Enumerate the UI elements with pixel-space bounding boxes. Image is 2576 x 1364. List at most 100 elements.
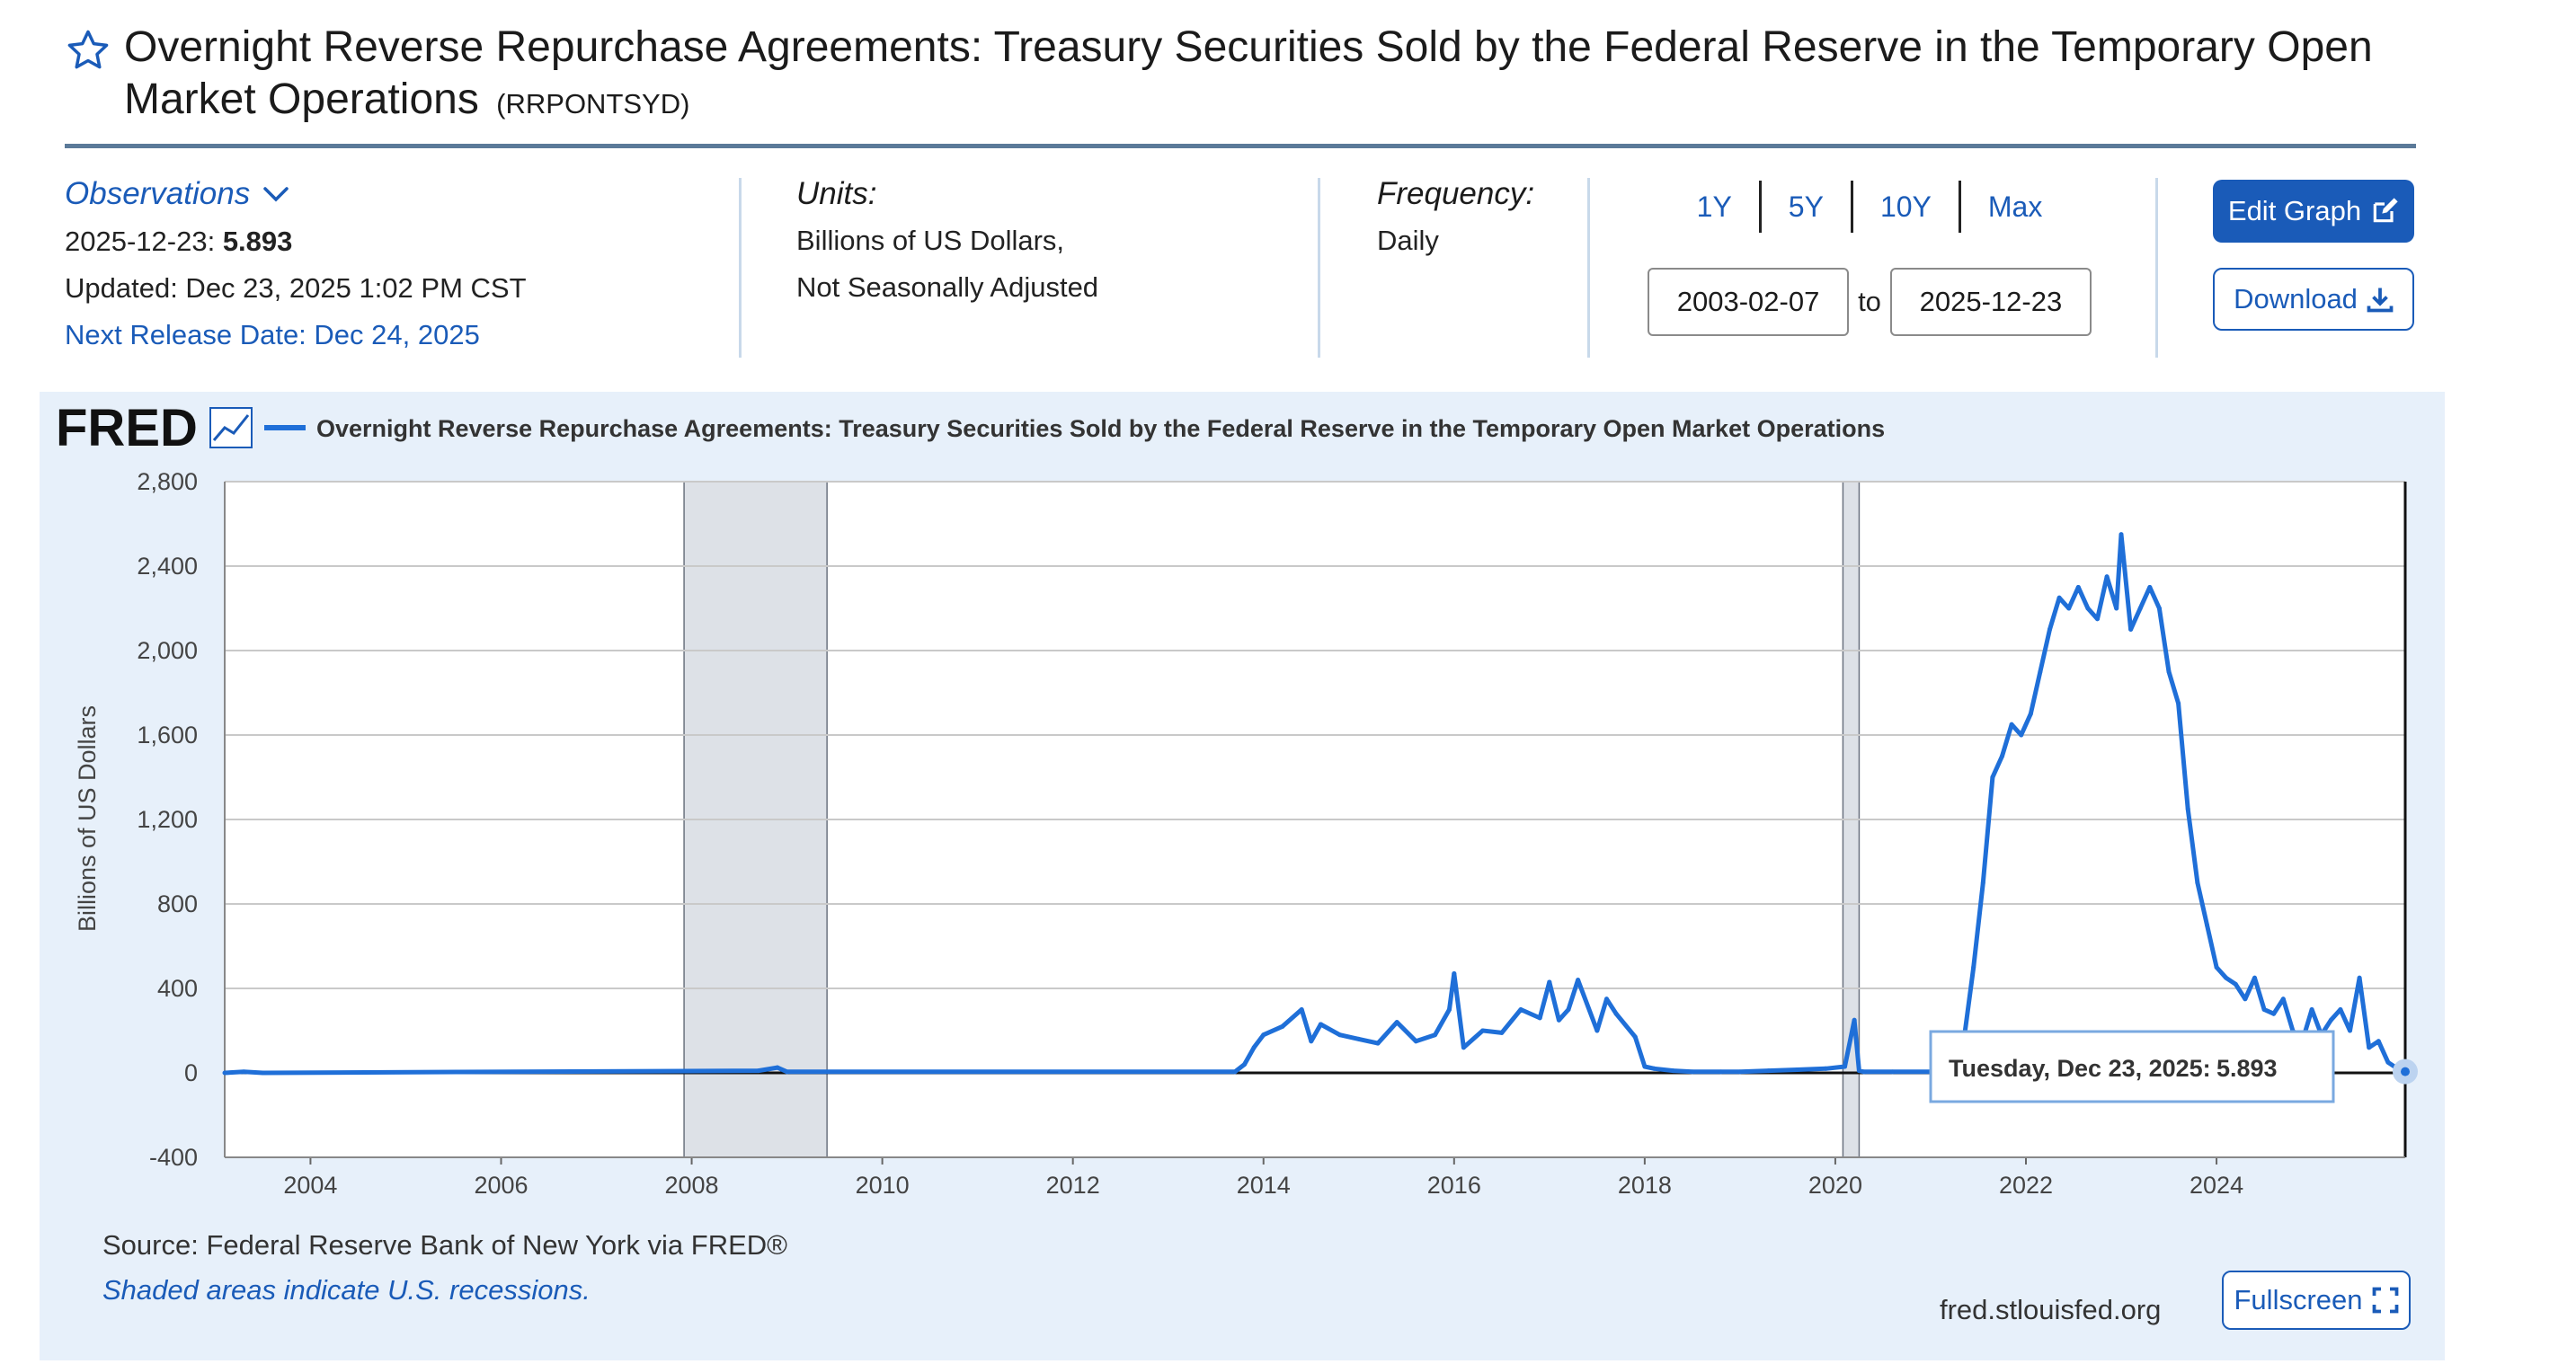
data-point (1566, 1007, 1571, 1012)
source-text: Source: Federal Reserve Bank of New York… (102, 1229, 787, 1261)
end-date-input[interactable] (1889, 268, 2092, 336)
fred-url[interactable]: fred.stlouisfed.org (1940, 1294, 2162, 1325)
data-point (1861, 1069, 1867, 1075)
chart-panel: FRED Overnight Reverse Repurchase Agreem… (40, 392, 2445, 1360)
data-point (1737, 1069, 1743, 1075)
data-point (1433, 1032, 1438, 1038)
latest-observation: 2025-12-23: 5.893 (65, 218, 694, 265)
data-point (1603, 996, 1609, 1002)
title-area: Overnight Reverse Repurchase Agreements:… (65, 22, 2438, 130)
frequency-label: Frequency: (1377, 176, 1535, 211)
y-tick-label: 400 (157, 975, 198, 1002)
download-icon (2367, 288, 2394, 313)
units-line1: Billions of US Dollars, (796, 225, 1065, 256)
data-point (2028, 712, 2033, 716)
data-point (1690, 1069, 1695, 1075)
x-tick-label: 2014 (1237, 1172, 1291, 1199)
observations-toggle[interactable]: Observations (65, 171, 289, 217)
edit-graph-button[interactable]: Edit Graph (2213, 180, 2414, 243)
data-point (756, 1068, 761, 1074)
data-point (2338, 1007, 2343, 1012)
y-tick-label: 1,600 (137, 722, 198, 748)
data-point (2009, 722, 2014, 727)
range-separator (1758, 181, 1762, 233)
data-point (2357, 975, 2362, 980)
data-point (1232, 1069, 1238, 1075)
title-divider (65, 144, 2416, 148)
data-point (1613, 1011, 1619, 1016)
data-point (1999, 754, 2004, 758)
tooltip-value: 5.893 (2216, 1055, 2278, 1082)
legend-title: Overnight Reverse Repurchase Agreements:… (316, 415, 1885, 442)
data-point (1309, 1039, 1314, 1044)
data-point (2147, 585, 2153, 589)
info-divider (1318, 178, 1320, 358)
y-tick-label: 800 (157, 890, 198, 917)
series-title: Overnight Reverse Repurchase Agreements:… (124, 23, 2373, 123)
frequency-value: Daily (1377, 225, 1439, 256)
data-point (1242, 1062, 1248, 1067)
next-release-link[interactable]: Next Release Date: Dec 24, 2025 (65, 319, 480, 350)
star-icon[interactable] (65, 27, 111, 74)
observations-label: Observations (65, 176, 251, 211)
data-point (1852, 1017, 1857, 1023)
fred-logo[interactable]: FRED (56, 399, 198, 457)
download-button[interactable]: Download (2213, 268, 2414, 331)
fullscreen-label: Fullscreen (2234, 1284, 2363, 1315)
chart-line-icon (209, 407, 253, 448)
data-point (2233, 981, 2238, 987)
plot-area: -400 0 400 800 1,200 1,600 2,000 2,400 2,800 2004… (137, 468, 2418, 1199)
data-point (1318, 1022, 1323, 1027)
chart[interactable]: FRED Overnight Reverse Repurchase Agreem… (40, 392, 2445, 1360)
data-point (1980, 881, 1985, 885)
data-point (2243, 996, 2248, 1002)
data-point (1461, 1045, 1466, 1050)
data-point (2038, 669, 2043, 674)
data-point (2075, 585, 2081, 589)
series-id: (RRPONTSYD) (496, 88, 690, 120)
data-point (1823, 1066, 1828, 1071)
data-point (1766, 1068, 1772, 1074)
data-point (1547, 979, 1552, 985)
start-date-input[interactable] (1648, 268, 1850, 336)
x-tick-label: 2004 (283, 1172, 337, 1199)
x-tick-label: 2020 (1808, 1172, 1862, 1199)
data-point (1337, 1032, 1343, 1038)
data-point (775, 1065, 780, 1070)
range-5y-button[interactable]: 5Y (1788, 190, 1824, 223)
data-point (2252, 975, 2257, 980)
data-point (1251, 1045, 1257, 1050)
data-point (1971, 965, 1976, 970)
y-axis-label: Billions of US Dollars (74, 705, 101, 932)
x-tick-label: 2018 (1618, 1172, 1672, 1199)
edit-graph-label: Edit Graph (2227, 195, 2362, 226)
data-point (1890, 1069, 1896, 1075)
highlight-point-core (2401, 1067, 2410, 1076)
data-point (1651, 1066, 1657, 1071)
y-tick-label: 2,400 (137, 553, 198, 580)
data-point (2128, 627, 2134, 632)
data-point (2166, 669, 2172, 674)
range-10y-button[interactable]: 10Y (1879, 190, 1932, 223)
data-point (2280, 996, 2286, 1002)
data-point (2385, 1059, 2391, 1065)
x-tick-label: 2012 (1046, 1172, 1100, 1199)
range-separator (1850, 181, 1853, 233)
chevron-down-icon (263, 187, 289, 202)
date-to-label: to (1858, 286, 1881, 317)
observation-value: 5.893 (222, 226, 293, 257)
y-tick-label: 2,800 (137, 468, 198, 495)
data-point (1632, 1034, 1638, 1040)
fullscreen-button[interactable]: Fullscreen (2222, 1271, 2411, 1330)
data-point (1556, 1017, 1561, 1023)
y-tick-label: 2,000 (137, 637, 198, 664)
data-point (1280, 1023, 1285, 1029)
data-point (2137, 606, 2143, 611)
info-divider (739, 178, 742, 358)
x-tick-label: 2006 (474, 1172, 528, 1199)
range-max-button[interactable]: Max (1987, 190, 2043, 223)
observations-block: Observations 2025-12-23: 5.893 Updated: … (65, 171, 694, 359)
observation-date: 2025-12-23: (65, 226, 216, 257)
range-1y-button[interactable]: 1Y (1696, 190, 1732, 223)
data-point (1594, 1028, 1600, 1033)
